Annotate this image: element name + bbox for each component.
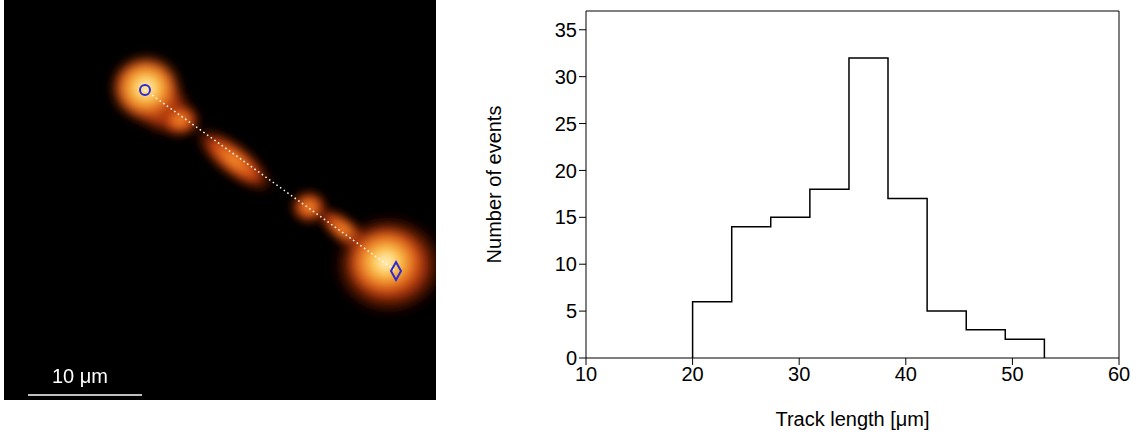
svg-text:20: 20 [681, 363, 703, 385]
svg-text:30: 30 [788, 363, 810, 385]
svg-text:50: 50 [1001, 363, 1023, 385]
svg-text:0: 0 [566, 347, 577, 369]
svg-text:Number of events: Number of events [483, 106, 505, 264]
svg-text:Track length [μm]: Track length [μm] [775, 408, 929, 430]
svg-text:10: 10 [575, 363, 597, 385]
svg-text:35: 35 [555, 19, 577, 41]
svg-text:5: 5 [566, 300, 577, 322]
svg-text:30: 30 [555, 66, 577, 88]
svg-text:10 μm: 10 μm [52, 365, 108, 387]
svg-text:25: 25 [555, 113, 577, 135]
svg-text:10: 10 [555, 253, 577, 275]
svg-text:40: 40 [895, 363, 917, 385]
svg-text:15: 15 [555, 206, 577, 228]
svg-text:20: 20 [555, 160, 577, 182]
svg-text:60: 60 [1108, 363, 1130, 385]
